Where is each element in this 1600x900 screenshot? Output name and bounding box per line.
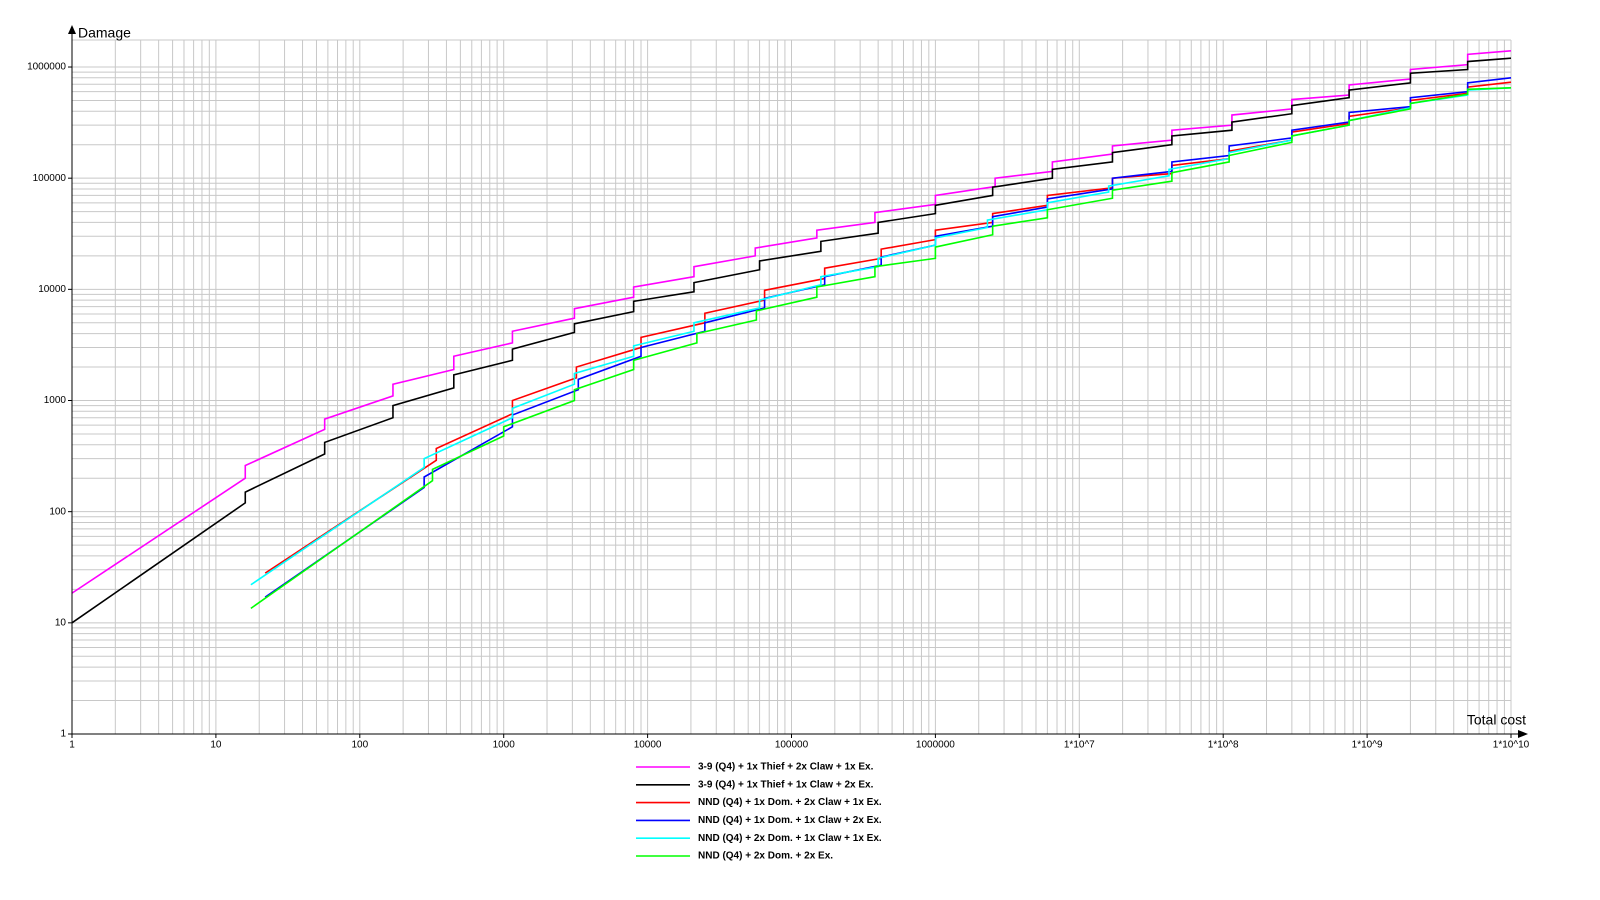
x-tick-label: 100000 — [775, 740, 809, 751]
y-tick-label: 10000 — [38, 284, 66, 295]
legend: 3-9 (Q4) + 1x Thief + 2x Claw + 1x Ex. 3-… — [636, 762, 882, 862]
legend-label: NND (Q4) + 2x Dom. + 1x Claw + 1x Ex. — [698, 833, 882, 844]
x-tick-label: 10000 — [634, 740, 662, 751]
series-line — [264, 81, 1512, 574]
x-tick-label: 1000 — [493, 740, 516, 751]
y-tick-label: 100000 — [33, 173, 67, 184]
x-tick-label: 1*10^7 — [1064, 740, 1095, 751]
x-tick-label: 1*10^8 — [1208, 740, 1239, 751]
series-line — [71, 57, 1512, 624]
series-line — [250, 87, 1512, 586]
legend-label: NND (Q4) + 2x Dom. + 2x Ex. — [698, 851, 833, 862]
series-line — [250, 87, 1512, 610]
plot-lines — [71, 49, 1512, 624]
series-line — [264, 76, 1512, 598]
series-line — [71, 49, 1512, 594]
x-tick-label: 1 — [69, 740, 75, 751]
grid — [71, 39, 1512, 735]
axes: Damage Total cost 1 10 100 1000 10000 100000 1… — [27, 25, 1530, 751]
legend-label: NND (Q4) + 1x Dom. + 2x Claw + 1x Ex. — [698, 797, 882, 808]
x-tick-label: 1000000 — [916, 740, 955, 751]
y-tick-label: 1000000 — [27, 62, 66, 73]
y-tick-label: 1 — [60, 729, 66, 740]
x-axis-title: Total cost — [1467, 712, 1526, 728]
legend-label: 3-9 (Q4) + 1x Thief + 1x Claw + 2x Ex. — [698, 779, 874, 790]
y-axis-title: Damage — [78, 25, 131, 41]
x-tick-label: 100 — [351, 740, 368, 751]
y-tick-label: 10 — [55, 617, 67, 628]
y-tick-label: 100 — [49, 506, 66, 517]
legend-label: NND (Q4) + 1x Dom. + 1x Claw + 2x Ex. — [698, 815, 882, 826]
x-tick-label: 10 — [210, 740, 222, 751]
x-tick-label: 1*10^9 — [1352, 740, 1383, 751]
x-tick-label: 1*10^10 — [1493, 740, 1530, 751]
legend-label: 3-9 (Q4) + 1x Thief + 2x Claw + 1x Ex. — [698, 762, 874, 773]
x-axis-arrow — [1518, 730, 1528, 738]
y-tick-label: 1000 — [44, 395, 67, 406]
y-axis-arrow — [68, 25, 76, 34]
